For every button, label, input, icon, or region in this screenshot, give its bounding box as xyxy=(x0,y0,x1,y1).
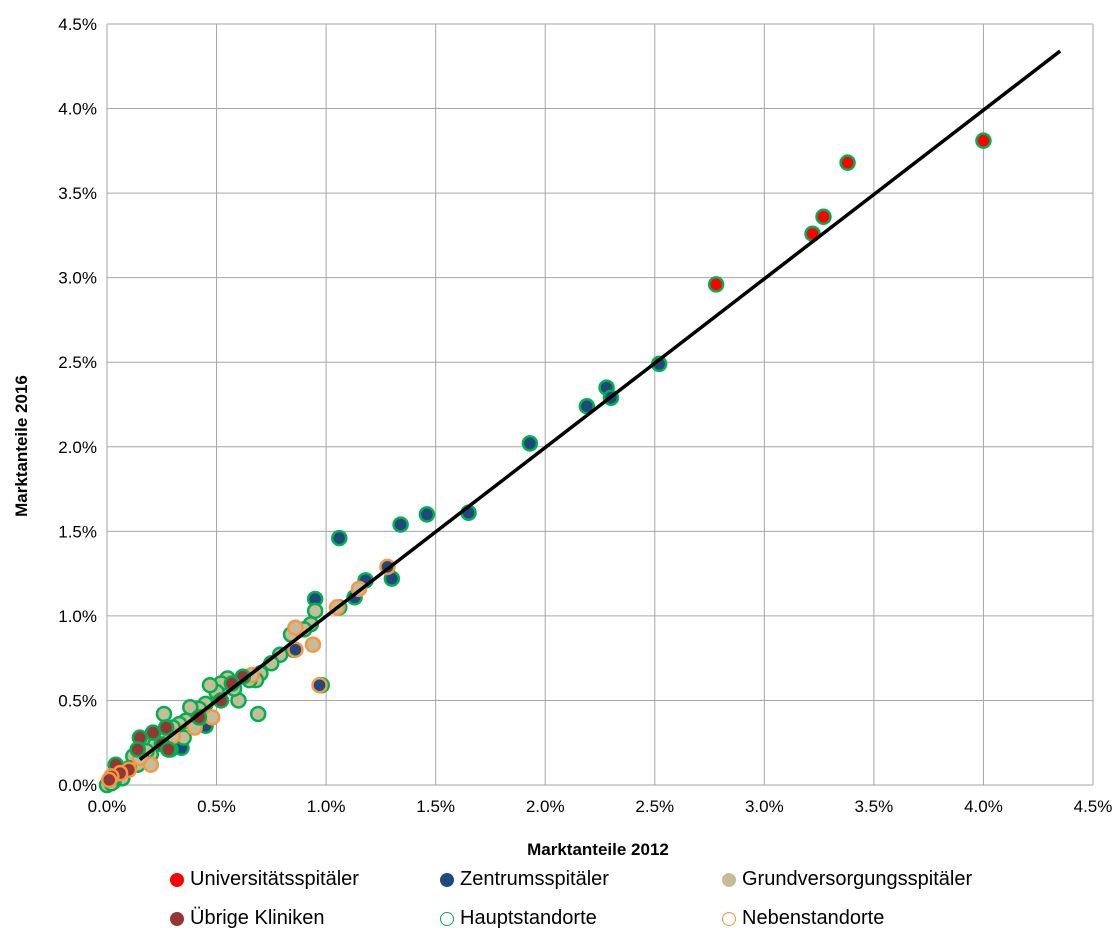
data-point xyxy=(304,636,322,653)
x-axis-title: Marktanteile 2012 xyxy=(527,840,669,859)
y-axis-ticks: 0.0% 0.5% 1.0% 1.5% 2.0% 2.5% 3.0% 3.5% 4.0% 4.5% xyxy=(58,15,97,795)
data-point xyxy=(392,516,409,533)
y-tick-label: 4.5% xyxy=(58,15,97,34)
x-tick-label: 4.5% xyxy=(1074,797,1113,816)
legend-item: Übrige Kliniken xyxy=(170,907,325,930)
chart-legend: Universitätsspitäler Zentrumsspitäler Grun… xyxy=(170,868,1030,934)
x-tick-label: 2.0% xyxy=(526,797,565,816)
y-tick-label: 4.0% xyxy=(58,100,97,119)
legend-marker xyxy=(440,911,454,926)
data-point xyxy=(201,676,219,694)
data-point xyxy=(521,435,539,452)
data-point xyxy=(331,529,348,547)
legend-item: Zentrumsspitäler xyxy=(440,868,609,891)
data-point xyxy=(287,619,304,636)
legend-marker xyxy=(722,872,736,887)
legend-item: Grundversorgungsspitäler xyxy=(722,868,972,891)
data-point xyxy=(129,741,146,758)
x-tick-label: 2.5% xyxy=(635,797,674,816)
legend-label: Zentrumsspitäler xyxy=(460,868,609,890)
legend-marker xyxy=(170,872,184,887)
x-tick-label: 0.5% xyxy=(197,797,236,816)
data-point xyxy=(418,506,436,523)
y-tick-label: 1.0% xyxy=(58,607,97,626)
trend-line xyxy=(138,49,1062,762)
legend-marker xyxy=(170,911,184,926)
x-tick-label: 0.0% xyxy=(88,797,127,816)
data-point xyxy=(249,705,267,723)
legend-label: Hauptstandorte xyxy=(460,907,597,929)
data-point xyxy=(975,132,992,149)
y-tick-label: 0.5% xyxy=(58,691,97,710)
x-tick-label: 3.5% xyxy=(855,797,894,816)
data-point xyxy=(287,641,304,658)
y-axis-title: Marktanteile 2016 xyxy=(12,375,31,517)
y-tick-label: 3.0% xyxy=(58,269,97,288)
data-point xyxy=(815,208,832,226)
data-point xyxy=(160,741,177,758)
data-point xyxy=(100,771,118,789)
y-tick-label: 0.0% xyxy=(58,776,97,795)
legend-label: Übrige Kliniken xyxy=(190,907,325,929)
y-tick-label: 3.5% xyxy=(58,184,97,203)
y-tick-label: 2.5% xyxy=(58,353,97,372)
data-point xyxy=(839,154,856,171)
data-point xyxy=(578,397,596,415)
legend-item: Hauptstandorte xyxy=(440,907,597,930)
x-tick-label: 4.0% xyxy=(964,797,1003,816)
x-tick-label: 3.0% xyxy=(745,797,784,816)
data-point xyxy=(311,676,328,694)
x-axis-ticks: 0.0% 0.5% 1.0% 1.5% 2.0% 2.5% 3.0% 3.5% 4.0% 4.5% xyxy=(88,797,1113,816)
trendline xyxy=(138,49,1062,762)
legend-label: Grundversorgungsspitäler xyxy=(742,868,973,890)
x-tick-label: 1.0% xyxy=(307,797,346,816)
data-point xyxy=(707,276,725,293)
y-tick-label: 1.5% xyxy=(58,522,97,541)
data-point xyxy=(155,705,173,723)
legend-item: Nebenstandorte xyxy=(722,907,884,930)
legend-marker xyxy=(440,872,454,887)
x-tick-label: 1.5% xyxy=(416,797,455,816)
grid-lines xyxy=(106,23,1094,786)
legend-label: Nebenstandorte xyxy=(742,907,885,929)
y-tick-label: 2.0% xyxy=(58,438,97,457)
legend-item: Universitätsspitäler xyxy=(170,868,359,891)
legend-marker xyxy=(722,911,736,926)
data-point xyxy=(306,602,324,620)
legend-label: Universitätsspitäler xyxy=(190,868,359,890)
